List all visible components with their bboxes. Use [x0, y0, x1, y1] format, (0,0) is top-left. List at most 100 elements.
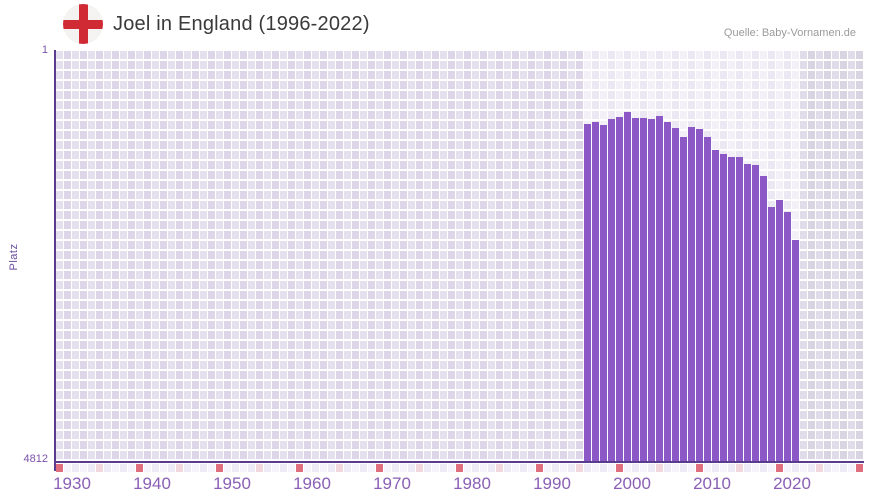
bar-2009[interactable]	[688, 127, 695, 461]
decade-marker-1980	[456, 464, 463, 472]
strip-cell	[768, 464, 775, 472]
strip-cell	[80, 464, 87, 472]
bar-1996[interactable]	[584, 124, 591, 461]
strip-cell	[224, 464, 231, 472]
strip-cell	[576, 464, 583, 472]
chart-plot-area	[56, 51, 864, 461]
bar-2008[interactable]	[680, 136, 687, 461]
strip-cell	[816, 464, 823, 472]
y-axis-line	[54, 50, 56, 471]
strip-cell	[480, 464, 487, 472]
strip-cell	[232, 464, 239, 472]
strip-cell	[752, 464, 759, 472]
strip-cell	[360, 464, 367, 472]
strip-cell	[112, 464, 119, 472]
strip-cell	[656, 464, 663, 472]
strip-cell	[192, 464, 199, 472]
strip-cell	[648, 464, 655, 472]
bar-2020[interactable]	[776, 199, 783, 461]
strip-cell	[824, 464, 831, 472]
strip-cell	[408, 464, 415, 472]
strip-cell	[176, 464, 183, 472]
bar-2015[interactable]	[736, 157, 743, 461]
bar-2014[interactable]	[728, 156, 735, 461]
strip-cell	[288, 464, 295, 472]
strip-cell	[504, 464, 511, 472]
strip-cell	[240, 464, 247, 472]
strip-cell	[328, 464, 335, 472]
y-axis-bottom-label: 4812	[23, 453, 48, 465]
x-tick-2020: 2020	[773, 474, 811, 493]
strip-cell	[808, 464, 815, 472]
strip-cell	[704, 464, 711, 472]
strip-cell	[544, 464, 551, 472]
strip-cell	[120, 464, 127, 472]
x-tick-1980: 1980	[453, 474, 491, 493]
strip-cell	[640, 464, 647, 472]
strip-cell	[72, 464, 79, 472]
strip-cell	[592, 464, 599, 472]
bar-2018[interactable]	[760, 175, 767, 461]
bar-2021[interactable]	[784, 212, 791, 461]
strip-cell	[472, 464, 479, 472]
bar-2002[interactable]	[632, 117, 639, 461]
bar-2010[interactable]	[696, 128, 703, 461]
bar-2005[interactable]	[656, 115, 663, 461]
strip-cell	[144, 464, 151, 472]
bar-2000[interactable]	[616, 116, 623, 461]
bar-2016[interactable]	[744, 163, 751, 461]
strip-cell	[496, 464, 503, 472]
decade-marker-2020	[776, 464, 783, 472]
bar-2003[interactable]	[640, 118, 647, 461]
decade-marker-1930	[56, 464, 63, 472]
strip-cell	[784, 464, 791, 472]
strip-cell	[96, 464, 103, 472]
strip-cell	[400, 464, 407, 472]
x-tick-1930: 1930	[53, 474, 91, 493]
strip-cell	[344, 464, 351, 472]
strip-cell	[792, 464, 799, 472]
bar-2007[interactable]	[672, 128, 679, 461]
x-axis-tick-labels: 1930 1940 1950 1960 1970 1980 1990 2000 2010 2020	[53, 472, 864, 498]
bar-1998[interactable]	[600, 124, 607, 461]
strip-cell	[448, 464, 455, 472]
strip-cell	[552, 464, 559, 472]
bar-2006[interactable]	[664, 121, 671, 461]
y-axis-top-label: 1	[41, 44, 48, 56]
strip-cell	[728, 464, 735, 472]
decade-marker-2010	[696, 464, 703, 472]
england-flag-icon	[63, 4, 103, 44]
bar-2017[interactable]	[752, 164, 759, 461]
bar-2013[interactable]	[720, 154, 727, 461]
strip-cell	[712, 464, 719, 472]
x-tick-1940: 1940	[133, 474, 171, 493]
strip-cell	[184, 464, 191, 472]
decade-marker-strip	[56, 464, 864, 472]
strip-cell	[320, 464, 327, 472]
strip-cell	[272, 464, 279, 472]
strip-cell	[840, 464, 847, 472]
x-tick-2000: 2000	[613, 474, 651, 493]
bar-2001[interactable]	[624, 111, 631, 461]
flag-cross-vertical	[78, 4, 88, 44]
bar-2004[interactable]	[648, 118, 655, 461]
strip-cell	[304, 464, 311, 472]
strip-cell	[800, 464, 807, 472]
strip-cell	[600, 464, 607, 472]
strip-cell	[736, 464, 743, 472]
bar-2012[interactable]	[712, 149, 719, 461]
source-credit: Quelle: Baby-Vornamen.de	[723, 27, 856, 39]
strip-cell	[160, 464, 167, 472]
bar-2022[interactable]	[792, 239, 799, 461]
bar-1997[interactable]	[592, 121, 599, 461]
strip-cell	[568, 464, 575, 472]
y-axis-title: Platz	[8, 243, 20, 271]
decade-marker-1990	[536, 464, 543, 472]
strip-cell	[128, 464, 135, 472]
strip-cell	[848, 464, 855, 472]
bar-1999[interactable]	[608, 118, 615, 461]
bar-2011[interactable]	[704, 136, 711, 461]
x-tick-1990: 1990	[533, 474, 571, 493]
strip-cell	[608, 464, 615, 472]
bar-2019[interactable]	[768, 207, 775, 461]
